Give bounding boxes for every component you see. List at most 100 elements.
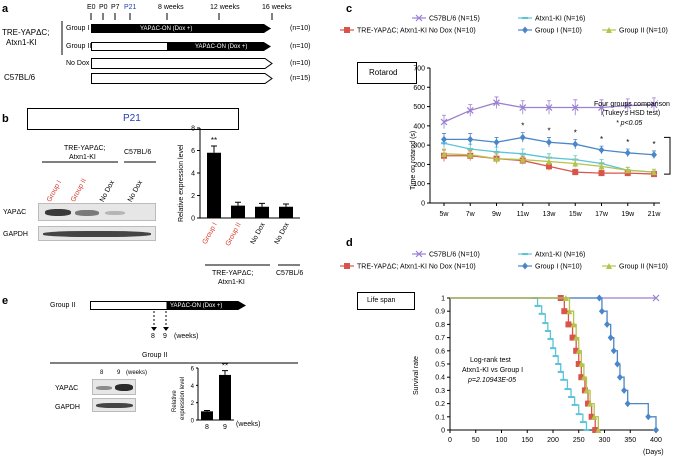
chart-d-ytick-label: 0.8 xyxy=(435,322,445,329)
chart-b-errorbar xyxy=(235,201,241,206)
panel-c-label: c xyxy=(346,3,353,15)
panel-e-bar xyxy=(90,301,246,310)
chart-d-point xyxy=(645,413,652,421)
chart-c-annotation3: * p<0.05 xyxy=(616,120,643,127)
chart-c-point xyxy=(519,104,527,111)
panel-e-rule xyxy=(50,362,298,364)
chart-c-ytick-label: 0 xyxy=(421,201,425,208)
chart-b-errorbar xyxy=(259,202,265,207)
chart-e-xlabel: (weeks) xyxy=(236,421,261,428)
chart-d-ytick-label: 0.9 xyxy=(435,309,445,316)
chart-d-xtick-label: 200 xyxy=(547,437,559,444)
chart-c-point xyxy=(598,170,605,177)
chart-c-point xyxy=(624,102,632,110)
blot-e-lane9: 9 xyxy=(117,370,121,376)
chart-d-point xyxy=(587,400,594,407)
chart-c-star: * xyxy=(626,138,629,147)
chart-c-star: * xyxy=(547,126,550,135)
chart-d-point xyxy=(596,294,603,302)
chart-c-ytick-label: 400 xyxy=(413,123,425,130)
chart-d-point xyxy=(580,374,587,381)
blot-b-header3: C57BL/6 xyxy=(124,149,152,156)
chart-d-point xyxy=(653,426,659,434)
group-i-bar-text: YAPΔC-ON (Dox +) xyxy=(140,26,193,32)
panel-d-label: d xyxy=(346,237,353,249)
chart-d-point xyxy=(566,308,573,315)
blot-e-yap xyxy=(92,379,136,395)
blot-e-row2: GAPDH xyxy=(55,404,80,411)
chart-d-xlabel: (Days) xyxy=(643,449,664,456)
panel-e-arrows xyxy=(151,311,169,331)
chart-c-legend: C57BL/6 (N=15) Atxn1-KI (N=16) TRE-YAPΔC; … xyxy=(340,14,668,35)
chart-c-ylabel: Time on rotarod (s) xyxy=(410,130,417,190)
chart-c-legend-marker xyxy=(415,14,423,22)
control-label: C57BL/6 xyxy=(4,73,36,82)
timepoint-e0: E0 xyxy=(87,4,96,11)
chart-c-annotation2: (Tukey's HSD test) xyxy=(602,110,661,117)
blot-b-header1: TRE-YAPΔC; xyxy=(64,145,106,152)
chart-b-bar xyxy=(279,206,293,218)
chart-c-star: * xyxy=(652,140,655,149)
chart-c-point xyxy=(546,158,552,165)
chart-c-point xyxy=(467,135,474,143)
chart-b-ytick-label: 6 xyxy=(191,148,195,155)
chart-d-xtick-label: 0 xyxy=(448,437,452,444)
panel-e-blot-title: Group II xyxy=(142,352,168,359)
panel-e-bar-text: YAPΔC-ON (Dox +) xyxy=(170,303,223,309)
group-ii-label: Group II xyxy=(66,43,92,50)
chart-e-ylabel1: Relative xyxy=(172,390,178,412)
chart-c-point xyxy=(651,169,657,176)
chart-d-legend-marker xyxy=(522,262,528,270)
chart-c-xtick-label: 5w xyxy=(440,211,450,218)
chart-d-point xyxy=(565,321,572,328)
chart-c-point xyxy=(546,138,552,146)
chart-d-point xyxy=(616,373,623,381)
chart-d-xtick-label: 350 xyxy=(624,437,636,444)
chart-d-point xyxy=(652,294,660,302)
chart-d-ytick-label: 0.2 xyxy=(435,401,445,408)
chart-c-point xyxy=(545,104,553,111)
group-ii-bar-text: YAPΔC-ON (Dox +) xyxy=(195,44,248,50)
chart-c-point xyxy=(624,149,631,157)
chart-c-point xyxy=(493,99,500,107)
lane-nodox-2: No Dox xyxy=(127,179,145,204)
timepoint-12weeks: 12 weeks xyxy=(210,4,240,11)
chart-d-ytick-label: 0 xyxy=(441,428,445,435)
chart-d-legend-marker xyxy=(344,263,350,269)
blot-e-lane8: 8 xyxy=(100,370,104,376)
panel-e-group: Group II xyxy=(50,302,76,309)
chart-c-xtick-label: 9w xyxy=(492,211,502,218)
timepoint-8weeks: 8 weeks xyxy=(158,4,184,11)
chart-d-legend-label: Group II (N=10) xyxy=(619,264,668,271)
chart-d-point xyxy=(573,347,580,354)
chart-d-xtick-label: 250 xyxy=(573,437,585,444)
chart-c-point xyxy=(493,155,500,162)
chart-d-ytick-label: 0.1 xyxy=(435,414,445,421)
chart-c-point xyxy=(651,151,657,159)
genotype-line1: TRE-YAPΔC; xyxy=(2,28,50,37)
chart-b-ytick-label: 2 xyxy=(191,193,195,200)
lifespan-box xyxy=(357,292,415,310)
chart-d-legend-marker xyxy=(415,250,423,258)
chart-d-point xyxy=(569,334,576,341)
chart-b-bar xyxy=(231,205,245,218)
chart-c-legend-label: Group II (N=10) xyxy=(619,28,668,35)
chart-d-point xyxy=(598,307,605,315)
p21-box xyxy=(27,108,239,130)
lane-group-i: Group I xyxy=(46,179,64,204)
blot-e-row1: YAPΔC xyxy=(55,385,79,392)
chart-d-point xyxy=(573,334,580,341)
blot-b-row2: GAPDH xyxy=(3,231,28,238)
chart-d-annotation3: p=2.10943E-05 xyxy=(468,377,517,384)
group-i-bar xyxy=(91,24,271,33)
chart-c-legend-label: C57BL/6 (N=15) xyxy=(429,16,480,23)
blot-e-gapdh xyxy=(92,398,136,412)
chart-d-legend-marker xyxy=(606,263,612,269)
chart-c-ytick-label: 500 xyxy=(413,104,425,111)
chart-e-category-label: 8 xyxy=(205,424,209,431)
chart-e-errorbar xyxy=(222,370,228,375)
chart-c-ytick-label: 100 xyxy=(413,181,425,188)
chart-c-xtick-label: 11w xyxy=(517,211,530,218)
nodox-label: No Dox xyxy=(66,60,90,67)
chart-c-point xyxy=(598,163,605,170)
